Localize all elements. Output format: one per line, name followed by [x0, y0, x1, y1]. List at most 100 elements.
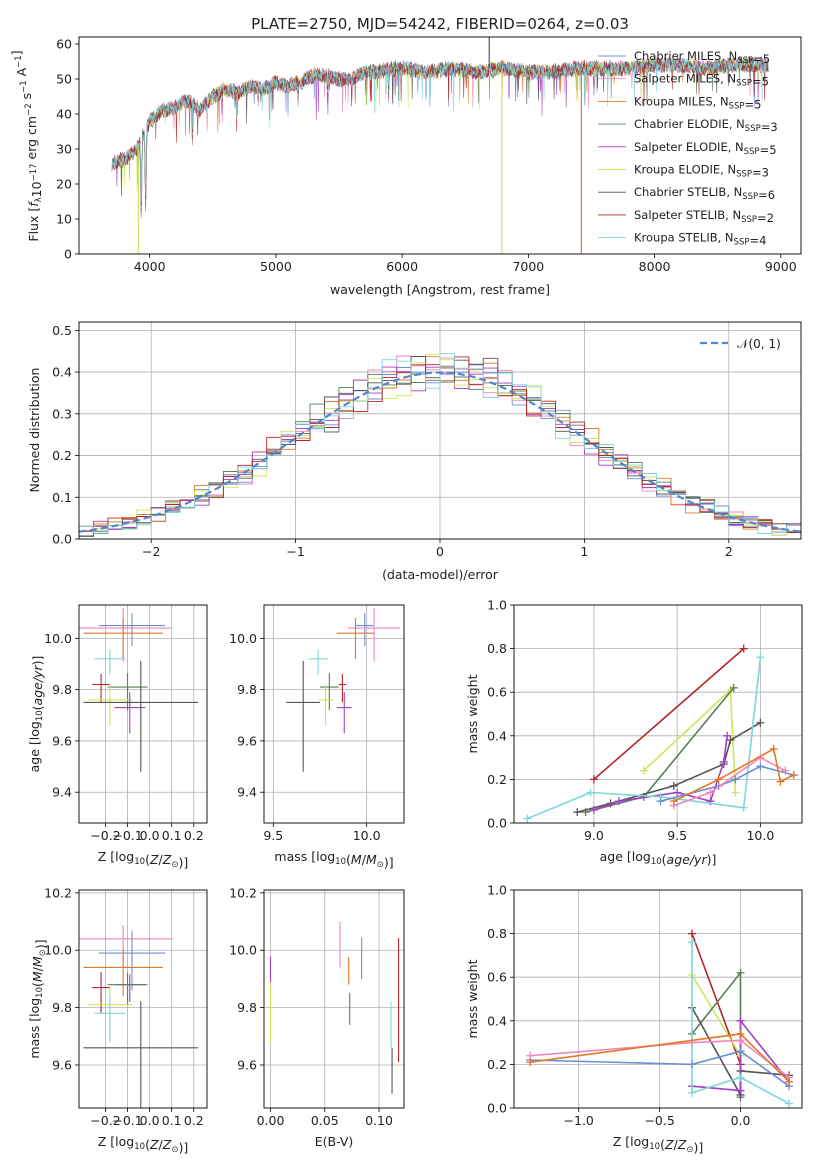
tick-label-x: 0.1 — [162, 1113, 182, 1128]
weight-marker — [589, 805, 598, 814]
label-segment: ( — [145, 852, 150, 867]
axes-frame — [513, 889, 803, 1109]
weight-line — [593, 735, 728, 811]
tick-label-y: 0.3 — [52, 406, 72, 421]
label-segment: Salpeter ELODIE, N — [634, 140, 744, 154]
label-segment: erg cm — [24, 116, 39, 164]
tick-label-x: 5000 — [260, 259, 292, 274]
weight-marker — [723, 731, 732, 740]
label-segment: 10 — [649, 1142, 660, 1152]
label-segment: M — [351, 852, 362, 867]
tick-label-y: 0.2 — [487, 772, 507, 787]
label-segment: age [log — [27, 721, 42, 772]
label-segment: =5 — [744, 97, 761, 111]
axis-label-x: Z [log10(Z/Z⊙)] — [98, 1134, 188, 1155]
label-segment: ( — [660, 1137, 665, 1152]
tick-label-y: 40 — [56, 107, 72, 122]
tick-label-x: −0.2 — [90, 1113, 120, 1128]
weight-marker — [719, 757, 728, 766]
tick-label-x: 10.0 — [353, 828, 381, 843]
tick-label-x: 0.0 — [140, 1113, 160, 1128]
spectrum-line — [111, 57, 769, 202]
label-segment: −2 — [24, 103, 34, 116]
label-segment: ⊙ — [171, 1145, 178, 1155]
axis-label-x: E(B-V) — [315, 1134, 354, 1149]
axis-label-x: (data-model)/error — [382, 567, 499, 582]
label-segment: SSP — [734, 238, 750, 248]
axis-label-x: wavelength [Angstrom, rest frame] — [330, 282, 550, 297]
tick-label-x: −1 — [286, 544, 304, 559]
spectrum-line — [111, 57, 769, 204]
axis-label-x: age [log10(age/yr)] — [600, 849, 717, 867]
label-segment: =2 — [757, 211, 774, 225]
legend-label: Salpeter MILES, NSSP=5 — [634, 72, 769, 89]
tick-label-y: 9.8 — [237, 1000, 257, 1015]
label-segment: ( — [145, 1137, 150, 1152]
label-segment: Kroupa ELODIE, N — [634, 163, 736, 177]
legend-label: Chabrier MILES, NSSP=5 — [634, 49, 770, 66]
tick-label-y: 9.4 — [52, 785, 72, 800]
axis-label-y: mass [log10(M/M⊙)] — [27, 939, 48, 1058]
label-segment: ( — [30, 705, 45, 710]
weight-line — [673, 756, 786, 807]
label-segment: Chabrier MILES, N — [634, 49, 737, 63]
weight-marker — [687, 929, 696, 938]
tick-label-x: −2 — [142, 544, 160, 559]
label-segment: −1 — [19, 80, 29, 93]
tick-label-y: 0.4 — [487, 728, 507, 743]
label-segment: Salpeter MILES, N — [634, 72, 736, 86]
legend-label: 𝒩(0, 1) — [737, 337, 781, 351]
weight-marker — [714, 775, 723, 784]
label-segment: Z [log — [613, 1134, 649, 1149]
tick-label-x: −0.5 — [644, 1113, 674, 1128]
tick-label-x: 0.0 — [731, 1113, 751, 1128]
label-segment: SSP — [736, 170, 752, 180]
weight-marker — [736, 1047, 745, 1056]
tick-label-y: 10.0 — [44, 943, 72, 958]
label-segment: =5 — [760, 143, 777, 157]
tick-label-y: 9.4 — [237, 785, 257, 800]
tick-label-y: 9.6 — [52, 1057, 72, 1072]
tick-label-x: −0.1 — [112, 828, 142, 843]
label-segment: Z — [162, 1137, 172, 1152]
weight-marker — [731, 775, 740, 784]
weight-marker — [756, 718, 765, 727]
weight-marker — [656, 797, 665, 806]
mass-vs-extinction-panel: 0.00 0.05 0.10 9.6 9.8 10.0 10.2 E(B-V) — [229, 885, 405, 1149]
label-segment: )] — [178, 1140, 188, 1155]
label-segment: SSP — [729, 101, 745, 111]
axis-label-y: mass weight — [465, 959, 480, 1038]
weight-marker — [523, 814, 532, 823]
tick-label-x: 6000 — [386, 259, 418, 274]
label-segment: Chabrier ELODIE, N — [634, 117, 745, 131]
label-segment: =3 — [761, 120, 778, 134]
label-segment: / — [159, 852, 164, 867]
label-segment: Z [log — [98, 849, 134, 864]
plot-area — [79, 353, 801, 537]
plot-area — [523, 644, 798, 823]
tick-label-y: 9.6 — [237, 1057, 257, 1072]
plot-area — [269, 921, 400, 1094]
label-segment: 10 — [335, 857, 346, 867]
tick-label-y: 9.6 — [237, 733, 257, 748]
label-segment: ( — [346, 852, 351, 867]
weight-marker — [739, 644, 748, 653]
legend-label: Kroupa MILES, NSSP=5 — [634, 94, 761, 111]
tick-label-x: 8000 — [639, 259, 671, 274]
weight-line — [691, 942, 790, 1105]
axis-label-y: age [log10(age/yr)] — [27, 656, 45, 773]
tick-label-y: 0.2 — [52, 448, 72, 463]
label-segment: 10 — [134, 1142, 145, 1152]
weight-marker — [589, 775, 598, 784]
tick-label-y: 20 — [56, 177, 72, 192]
tick-label-x: 0.0 — [140, 828, 160, 843]
weight-marker — [736, 1086, 745, 1095]
normal-reference-curve — [79, 371, 801, 533]
axis-label-x: Z [log10(Z/Z⊙)] — [98, 849, 188, 870]
weight-marker — [736, 968, 745, 977]
tick-label-y: 9.8 — [52, 682, 72, 697]
tick-label-y: 1.0 — [487, 883, 507, 898]
tick-label-y: 0.4 — [487, 1013, 507, 1028]
tick-label-x: 1 — [580, 544, 588, 559]
axes-frame — [78, 321, 802, 540]
